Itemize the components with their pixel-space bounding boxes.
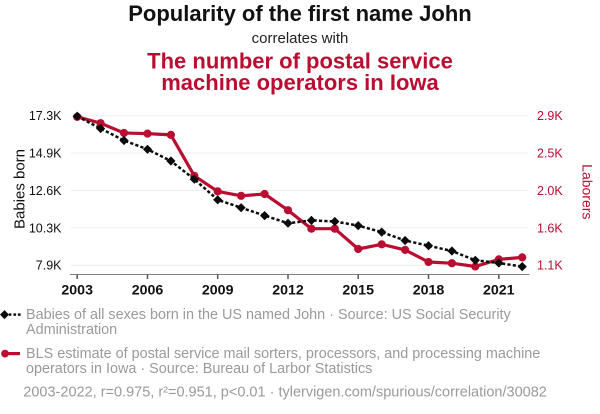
svg-text:7.9K: 7.9K [36, 259, 62, 273]
svg-text:2.9K: 2.9K [537, 109, 563, 123]
svg-text:operators in Iowa · Source: Bu: operators in Iowa · Source: Bureau of La… [26, 361, 372, 377]
svg-text:2018: 2018 [413, 283, 445, 299]
svg-text:12.6K: 12.6K [29, 184, 62, 198]
svg-text:17.3K: 17.3K [29, 109, 62, 123]
svg-text:10.3K: 10.3K [29, 221, 62, 235]
svg-text:14.9K: 14.9K [29, 147, 62, 161]
svg-text:machine operators in Iowa: machine operators in Iowa [161, 70, 439, 95]
svg-text:1.1K: 1.1K [537, 259, 563, 273]
svg-text:2003-2022, r=0.975, r²=0.951,: 2003-2022, r=0.975, r²=0.951, p<0.01 · t… [23, 385, 547, 401]
svg-text:2.5K: 2.5K [537, 147, 563, 161]
svg-text:The number of postal service: The number of postal service [147, 49, 453, 74]
svg-text:Administration: Administration [26, 322, 117, 338]
svg-text:2006: 2006 [132, 283, 164, 299]
svg-text:correlates with: correlates with [252, 30, 349, 47]
svg-text:2003: 2003 [61, 283, 93, 299]
svg-text:Babies born: Babies born [12, 149, 29, 229]
svg-text:2009: 2009 [202, 283, 234, 299]
svg-text:BLS estimate of postal service: BLS estimate of postal service mail sort… [26, 346, 540, 362]
svg-text:2.0K: 2.0K [537, 184, 563, 198]
svg-text:Babies of all sexes born in th: Babies of all sexes born in the US named… [26, 307, 512, 323]
svg-text:Popularity of the first name J: Popularity of the first name John [128, 1, 471, 26]
svg-text:1.6K: 1.6K [537, 221, 563, 235]
svg-text:2021: 2021 [483, 283, 515, 299]
svg-text:Laborers: Laborers [580, 164, 596, 219]
svg-text:2015: 2015 [342, 283, 374, 299]
svg-text:2012: 2012 [272, 283, 304, 299]
